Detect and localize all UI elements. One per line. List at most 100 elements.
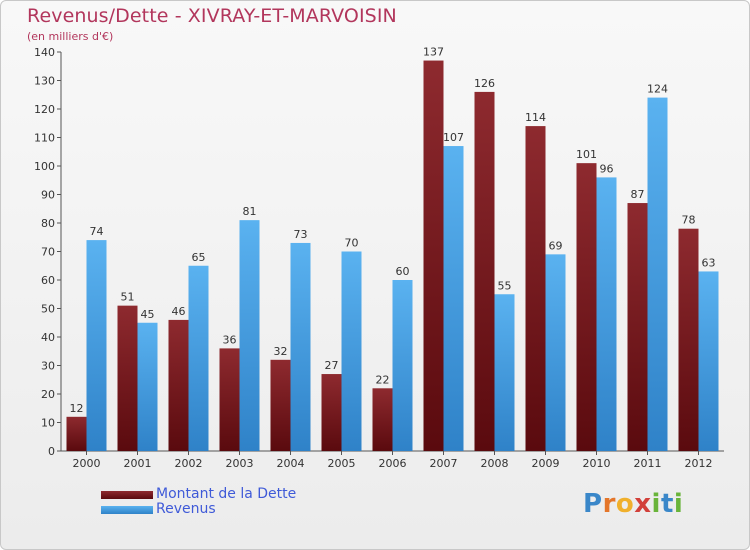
logo-letter: i [673, 489, 684, 519]
x-tick-label: 2003 [226, 457, 254, 470]
bar-dette [372, 388, 393, 451]
y-tick-label: 100 [34, 160, 55, 173]
bar-revenus [545, 254, 566, 451]
y-tick-label: 120 [34, 103, 55, 116]
data-label: 114 [525, 111, 546, 124]
data-label: 27 [325, 359, 339, 372]
data-label: 46 [172, 305, 186, 318]
data-label: 101 [576, 148, 597, 161]
x-tick-label: 2012 [685, 457, 713, 470]
bar-dette [627, 203, 648, 451]
data-label: 126 [474, 77, 495, 90]
legend-label-revenus: Revenus [156, 501, 216, 517]
x-tick-label: 2000 [73, 457, 101, 470]
bar-dette [66, 416, 87, 451]
legend-swatch-debt [101, 490, 153, 499]
x-tick-label: 2001 [124, 457, 152, 470]
bar-revenus [647, 97, 668, 451]
data-label: 36 [223, 333, 237, 346]
y-tick-label: 60 [41, 274, 55, 287]
y-tick-label: 130 [34, 75, 55, 88]
y-tick-label: 10 [41, 417, 55, 430]
data-label: 63 [702, 256, 716, 269]
x-tick-label: 2010 [583, 457, 611, 470]
logo-letter: o [615, 489, 635, 519]
x-tick-label: 2011 [634, 457, 662, 470]
bar-dette [321, 374, 342, 451]
data-label: 55 [498, 279, 512, 292]
bar-revenus [239, 220, 260, 451]
logo-letter: x [634, 489, 652, 519]
logo-letter: t [660, 489, 674, 519]
y-tick-label: 140 [34, 46, 55, 59]
data-labels: 12 74 51 45 46 65 36 81 32 73 27 70 22 60 137 107 126 55 1… [70, 46, 716, 415]
y-tick-label: 20 [41, 388, 55, 401]
bar-dette [117, 305, 138, 451]
bar-dette [474, 91, 495, 452]
y-tick-label: 30 [41, 360, 55, 373]
bar-revenus [290, 242, 311, 451]
data-label: 73 [294, 228, 308, 241]
y-tick-label: 80 [41, 217, 55, 230]
data-label: 60 [396, 265, 410, 278]
legend-label-debt: Montant de la Dette [156, 486, 297, 502]
x-tick-label: 2008 [481, 457, 509, 470]
y-tick-label: 40 [41, 331, 55, 344]
data-label: 45 [141, 308, 155, 321]
y-tick-label: 90 [41, 189, 55, 202]
bar-revenus [596, 177, 617, 451]
chart-title: Revenus/Dette - XIVRAY-ET-MARVOISIN [27, 5, 397, 27]
data-label: 124 [647, 83, 668, 96]
data-label: 107 [443, 131, 464, 144]
bar-revenus [494, 294, 515, 451]
x-tick-label: 2009 [532, 457, 560, 470]
bar-revenus [137, 322, 158, 451]
x-tick-label: 2002 [175, 457, 203, 470]
data-label: 96 [600, 162, 614, 175]
legend: Montant de la Dette Revenus [101, 487, 296, 517]
bar-dette [423, 60, 444, 452]
bar-dette [576, 163, 597, 451]
x-tick-label: 2007 [430, 457, 458, 470]
logo-letter: r [602, 489, 616, 519]
data-label: 78 [682, 214, 696, 227]
data-label: 22 [376, 373, 390, 386]
bars [66, 60, 719, 452]
bar-revenus [443, 146, 464, 452]
x-tick-label: 2005 [328, 457, 356, 470]
bar-revenus [341, 251, 362, 451]
logo-letter: P [583, 489, 603, 519]
bar-dette [219, 348, 240, 451]
data-label: 70 [345, 237, 359, 250]
legend-item-revenus: Revenus [101, 502, 296, 517]
x-tick-label: 2006 [379, 457, 407, 470]
legend-swatch-revenus [101, 505, 153, 514]
y-tick-label: 50 [41, 303, 55, 316]
legend-item-debt: Montant de la Dette [101, 487, 296, 502]
data-label: 32 [274, 345, 288, 358]
y-tick-label: 110 [34, 132, 55, 145]
y-tick-label: 0 [48, 445, 55, 458]
data-label: 65 [192, 251, 206, 264]
data-label: 137 [423, 46, 444, 59]
bar-revenus [392, 280, 413, 451]
chart-subtitle: (en milliers d'€) [27, 30, 114, 43]
bar-dette [270, 359, 291, 451]
proxiti-logo: Proxiti [583, 489, 683, 519]
x-tick-label: 2004 [277, 457, 305, 470]
bar-revenus [698, 271, 719, 451]
data-label: 69 [549, 239, 563, 252]
logo-letter: i [651, 489, 661, 519]
bar-revenus [86, 240, 107, 451]
data-label: 74 [90, 225, 104, 238]
data-label: 87 [631, 188, 645, 201]
bar-revenus [188, 265, 209, 451]
data-label: 81 [243, 205, 257, 218]
data-label: 51 [121, 291, 135, 304]
y-tick-label: 70 [41, 246, 55, 259]
data-label: 12 [70, 402, 84, 415]
bar-dette [525, 126, 546, 451]
bar-dette [678, 228, 699, 451]
